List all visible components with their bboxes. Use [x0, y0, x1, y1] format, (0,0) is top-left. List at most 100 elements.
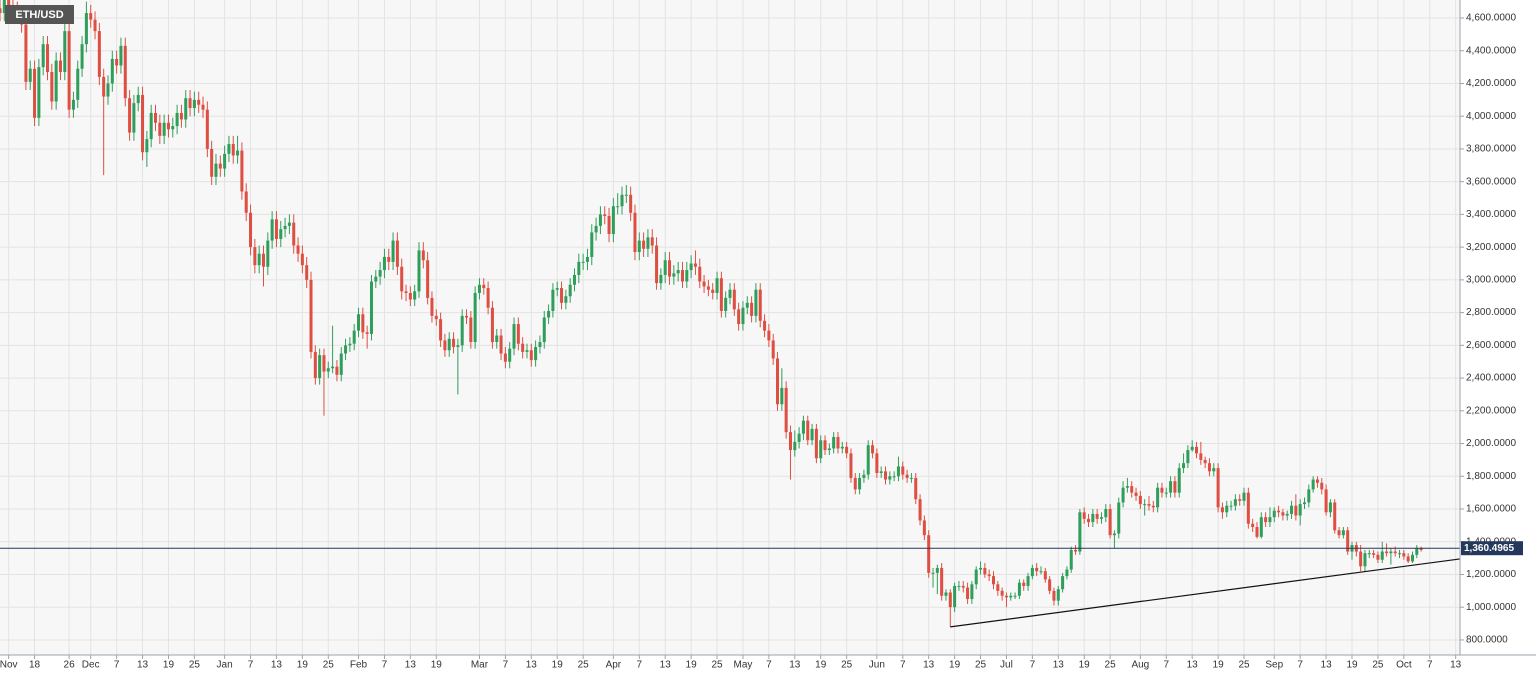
candle-body — [698, 266, 702, 282]
candle-body — [1203, 459, 1207, 464]
candle-body — [296, 245, 300, 254]
candle-body — [1190, 446, 1194, 451]
candle-body — [706, 286, 710, 290]
candle-body — [879, 471, 883, 474]
candle-body — [1311, 479, 1315, 490]
candle-body — [387, 256, 391, 262]
candle-body — [166, 122, 170, 130]
candle-body — [102, 76, 106, 97]
candle-body — [892, 476, 896, 478]
candle-body — [162, 122, 166, 136]
candle-body — [1255, 527, 1259, 537]
candle-body — [693, 263, 697, 267]
candle-body — [979, 567, 983, 570]
candle-body — [801, 420, 805, 434]
candle-body — [516, 324, 520, 344]
candle-body — [577, 261, 581, 275]
candle-body — [119, 45, 123, 66]
candle-body — [883, 471, 888, 480]
candle-body — [357, 314, 361, 331]
candle-body — [179, 112, 183, 120]
y-tick-label: 2,600.0000 — [1466, 340, 1516, 351]
y-tick-label: 4,200.0000 — [1466, 78, 1516, 89]
y-tick-label: 4,600.0000 — [1466, 13, 1516, 24]
candle-body — [1199, 453, 1203, 460]
candle-body — [145, 139, 149, 153]
candle-body — [788, 432, 792, 451]
x-tick-label: 19 — [1079, 660, 1091, 671]
candle-body — [274, 219, 278, 239]
x-tick-label: 18 — [29, 660, 41, 671]
candle-body — [594, 225, 598, 233]
candle-body — [909, 477, 913, 479]
x-tick-label: 26 — [64, 660, 76, 671]
candle-body — [1415, 548, 1419, 555]
candle-body — [71, 99, 75, 110]
candle-body — [495, 335, 499, 343]
candle-body — [1268, 517, 1272, 523]
plot-area — [0, 0, 1460, 655]
candle-body — [672, 273, 676, 277]
candle-body — [490, 307, 494, 343]
x-tick-label: 13 — [1053, 660, 1065, 671]
candle-body — [624, 194, 628, 196]
y-tick-label: 2,200.0000 — [1466, 405, 1516, 416]
candle-body — [1320, 482, 1324, 490]
x-tick-label: 19 — [163, 660, 175, 671]
candle-body — [279, 229, 283, 239]
candle-body — [1393, 551, 1397, 554]
candle-body — [171, 126, 175, 130]
candle-body — [849, 453, 853, 478]
x-tick-label: 7 — [1030, 660, 1036, 671]
candle-body — [123, 45, 127, 99]
candle-body — [352, 330, 356, 344]
candle-body — [188, 98, 192, 109]
candle-body — [318, 355, 322, 379]
candle-body — [940, 567, 944, 596]
candle-body — [1212, 468, 1216, 472]
candle-body — [1138, 495, 1142, 505]
candle-body — [197, 99, 201, 105]
candle-body — [944, 592, 948, 596]
candle-body — [0, 8, 2, 14]
candle-body — [1315, 479, 1319, 483]
candle-body — [810, 428, 814, 441]
x-tick-label: 13 — [526, 660, 538, 671]
candle-body — [430, 297, 434, 316]
y-tick-label: 3,800.0000 — [1466, 144, 1516, 155]
x-tick-label: May — [734, 660, 753, 671]
candle-body — [50, 72, 54, 102]
x-tick-label: Nov — [0, 660, 18, 671]
candle-body — [642, 240, 646, 249]
candle-body — [1376, 554, 1380, 560]
candle-body — [158, 122, 162, 136]
candle-body — [335, 366, 339, 375]
candle-body — [7, 0, 11, 7]
candle-body — [1324, 489, 1328, 513]
y-tick-label: 1,000.0000 — [1466, 602, 1516, 613]
chart-title: ETH/USD — [15, 9, 63, 21]
candle-body — [404, 291, 408, 293]
candle-body — [331, 366, 335, 369]
x-tick-label: 19 — [431, 660, 443, 671]
x-tick-label: 13 — [1321, 660, 1333, 671]
candle-body — [378, 270, 382, 277]
candle-body — [84, 13, 88, 45]
y-tick-label: 3,200.0000 — [1466, 242, 1516, 253]
grid — [0, 0, 1460, 655]
x-tick-label: 13 — [1187, 660, 1199, 671]
candle-body — [175, 112, 179, 127]
candle-body — [896, 466, 900, 477]
candle-body — [369, 281, 373, 334]
candle-body — [1194, 446, 1199, 454]
candle-body — [1186, 450, 1190, 464]
candle-body — [719, 278, 723, 311]
x-tick-label: 13 — [789, 660, 801, 671]
candle-body — [1143, 504, 1147, 506]
candle-body — [866, 445, 870, 475]
candle-body — [1164, 492, 1168, 494]
candle-body — [400, 266, 404, 292]
candle-body — [365, 332, 369, 334]
x-tick-label: 25 — [711, 660, 723, 671]
candle-body — [473, 292, 477, 343]
